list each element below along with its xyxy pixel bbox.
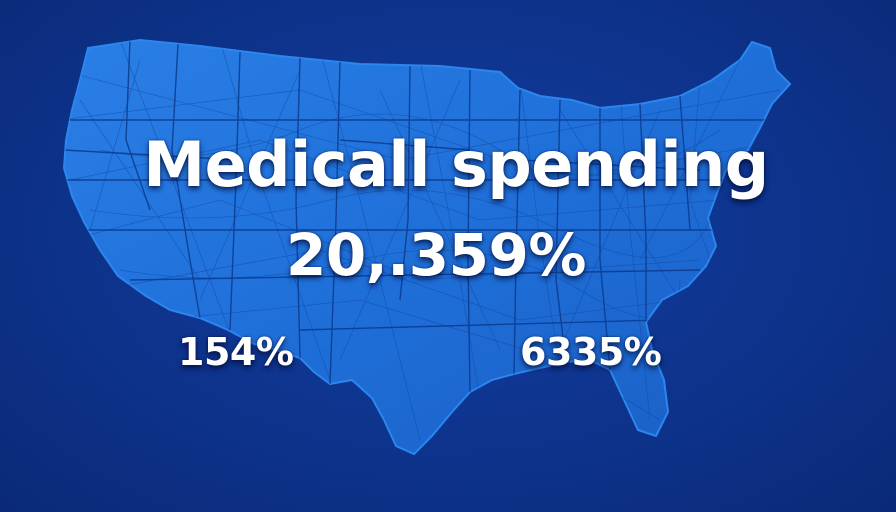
headline-title: Medicall spending <box>143 128 769 201</box>
southeast-region-stat: 6335% <box>520 330 662 374</box>
west-region-stat: 154% <box>178 330 294 374</box>
total-spending-stat: 20,.359% <box>286 221 586 289</box>
state-borders <box>64 40 790 393</box>
